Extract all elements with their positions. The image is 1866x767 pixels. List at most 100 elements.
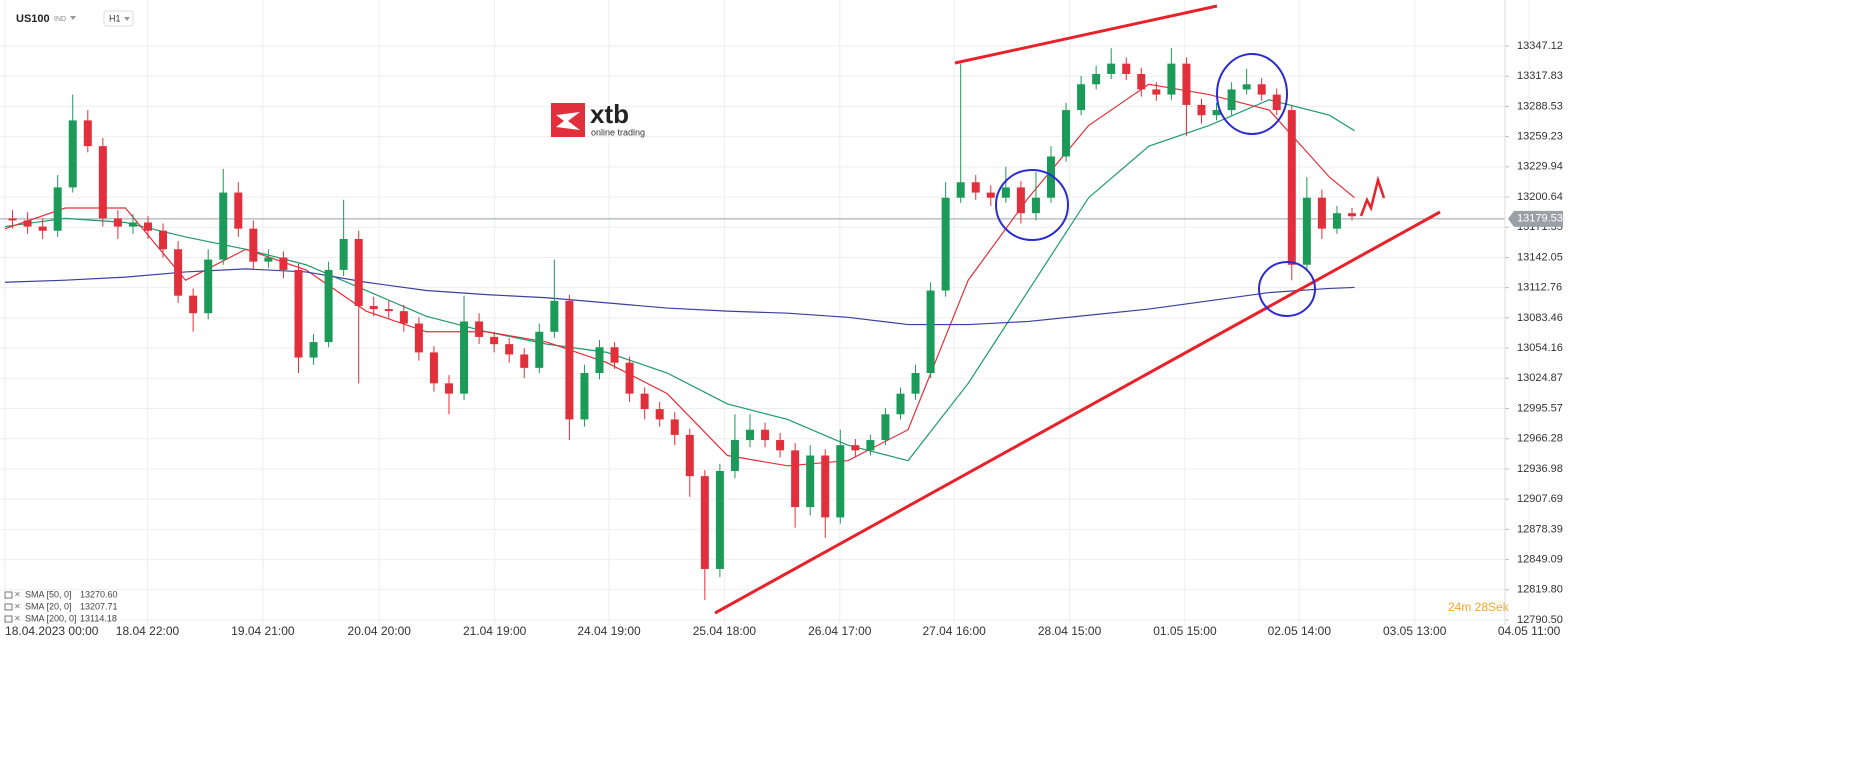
x-tick-label: 19.04 21:00	[231, 624, 295, 638]
x-tick-label: 28.04 15:00	[1038, 624, 1102, 638]
candle-body	[685, 434, 694, 477]
timeframe[interactable]: H1	[109, 13, 121, 23]
candle-body	[595, 347, 604, 374]
axes: 13347.12 13317.83 13288.53 13259.23 13229.94…	[5, 0, 1563, 638]
candle-body	[520, 354, 529, 368]
timeframe-box[interactable]	[103, 10, 134, 27]
candle-body	[655, 409, 664, 420]
candle-body	[294, 269, 303, 358]
y-tick-label: 13142.05	[1517, 251, 1563, 263]
candle-body	[715, 470, 724, 569]
candle-body	[279, 257, 288, 270]
badge: IND	[54, 16, 66, 23]
x-tick-label: 18.04.2023 00:00	[5, 624, 99, 638]
legend-value: 13114.18	[80, 613, 117, 623]
candle-body	[806, 455, 815, 508]
y-tick-label: 13317.83	[1517, 70, 1563, 82]
marks	[0, 48, 1505, 600]
candle-body	[143, 222, 152, 231]
candle-body	[444, 383, 453, 394]
x-tick-label: 21.04 19:00	[463, 624, 527, 638]
y-tick-label: 13259.23	[1517, 131, 1563, 143]
candle-body	[309, 342, 318, 358]
highlight-circle	[1216, 53, 1288, 135]
candle-body	[369, 305, 378, 310]
legend-value: 13207.71	[80, 601, 118, 611]
candle-body	[354, 238, 363, 306]
candle-body	[113, 218, 122, 227]
candle-body	[1257, 84, 1266, 95]
candle-body	[159, 230, 168, 250]
candle-body	[1137, 73, 1146, 90]
candle-body	[429, 352, 438, 384]
candle-body	[625, 362, 634, 394]
y-tick-label: 13288.53	[1517, 100, 1563, 112]
sma-line	[4, 268, 1355, 326]
candle-body	[1167, 63, 1176, 95]
legend-icon-x: ✕	[14, 590, 21, 599]
candle-body	[1062, 110, 1071, 157]
logo: xtb online trading	[551, 99, 645, 137]
candle-body	[1302, 197, 1311, 265]
candle-body	[414, 323, 423, 353]
candle-body	[339, 238, 348, 270]
y-tick-label: 13083.46	[1517, 312, 1563, 324]
candle-body	[174, 249, 183, 296]
candle-body	[700, 476, 709, 569]
x-tick-label: 03.05 13:00	[1383, 624, 1447, 638]
projection-arrow	[1359, 175, 1386, 217]
candle-body	[23, 220, 32, 227]
legend-name: SMA [20, 0]	[25, 601, 72, 611]
candle-body	[580, 373, 589, 420]
candle-body	[234, 192, 243, 229]
candle-body	[640, 393, 649, 410]
y-tick-label: 13024.87	[1517, 372, 1563, 384]
y-tick-label: 13347.12	[1517, 40, 1563, 52]
candle-body	[1227, 89, 1236, 111]
x-tick-label: 26.04 17:00	[808, 624, 872, 638]
candle-body	[896, 393, 905, 415]
candle-body	[1212, 110, 1221, 116]
x-tick-label: 20.04 20:00	[348, 624, 412, 638]
x-tick-label: 02.05 14:00	[1268, 624, 1332, 638]
logo-text: xtb	[590, 99, 629, 129]
candle-body	[324, 269, 333, 343]
y-tick-label: 13200.64	[1517, 191, 1563, 203]
candle-body	[264, 257, 273, 262]
legend-icon-x: ✕	[14, 614, 21, 623]
annotations	[714, 4, 1441, 615]
candle-body	[204, 259, 213, 314]
candle-body	[730, 440, 739, 471]
x-tick-label: 18.04 22:00	[116, 624, 180, 638]
y-tick-label: 12995.57	[1517, 402, 1563, 414]
y-tick-label: 13054.16	[1517, 342, 1563, 354]
candle-body	[1287, 110, 1296, 265]
candle-body	[505, 344, 514, 355]
dropdown-icon	[70, 16, 76, 20]
candle-body	[881, 414, 890, 441]
y-tick-label: 12849.09	[1517, 553, 1563, 565]
candle-body	[1182, 63, 1191, 105]
x-tick-label: 01.05 15:00	[1153, 624, 1217, 638]
dropdown-icon	[124, 17, 130, 21]
candle-body	[565, 300, 574, 420]
candle-body	[926, 290, 935, 374]
candle-body	[1272, 94, 1281, 111]
y-tick-label: 13112.76	[1517, 282, 1562, 294]
candle-body	[956, 182, 965, 198]
logo-x	[556, 112, 580, 130]
trend-line	[954, 4, 1218, 65]
candle-body	[866, 440, 875, 451]
candle-body	[1046, 156, 1055, 198]
candle-body	[1332, 213, 1341, 229]
legend-icon-x: ✕	[14, 602, 21, 611]
candle-body	[851, 445, 860, 451]
y-tick-label: 12819.80	[1517, 584, 1563, 596]
symbol: US100	[16, 13, 50, 25]
candle-body	[1197, 104, 1206, 116]
y-tick-label: 13229.94	[1517, 161, 1563, 173]
candle-body	[821, 455, 830, 518]
candle-body	[53, 187, 62, 231]
x-tick-label: 24.04 19:00	[577, 624, 641, 638]
y-tick-label: 12966.28	[1517, 433, 1563, 445]
